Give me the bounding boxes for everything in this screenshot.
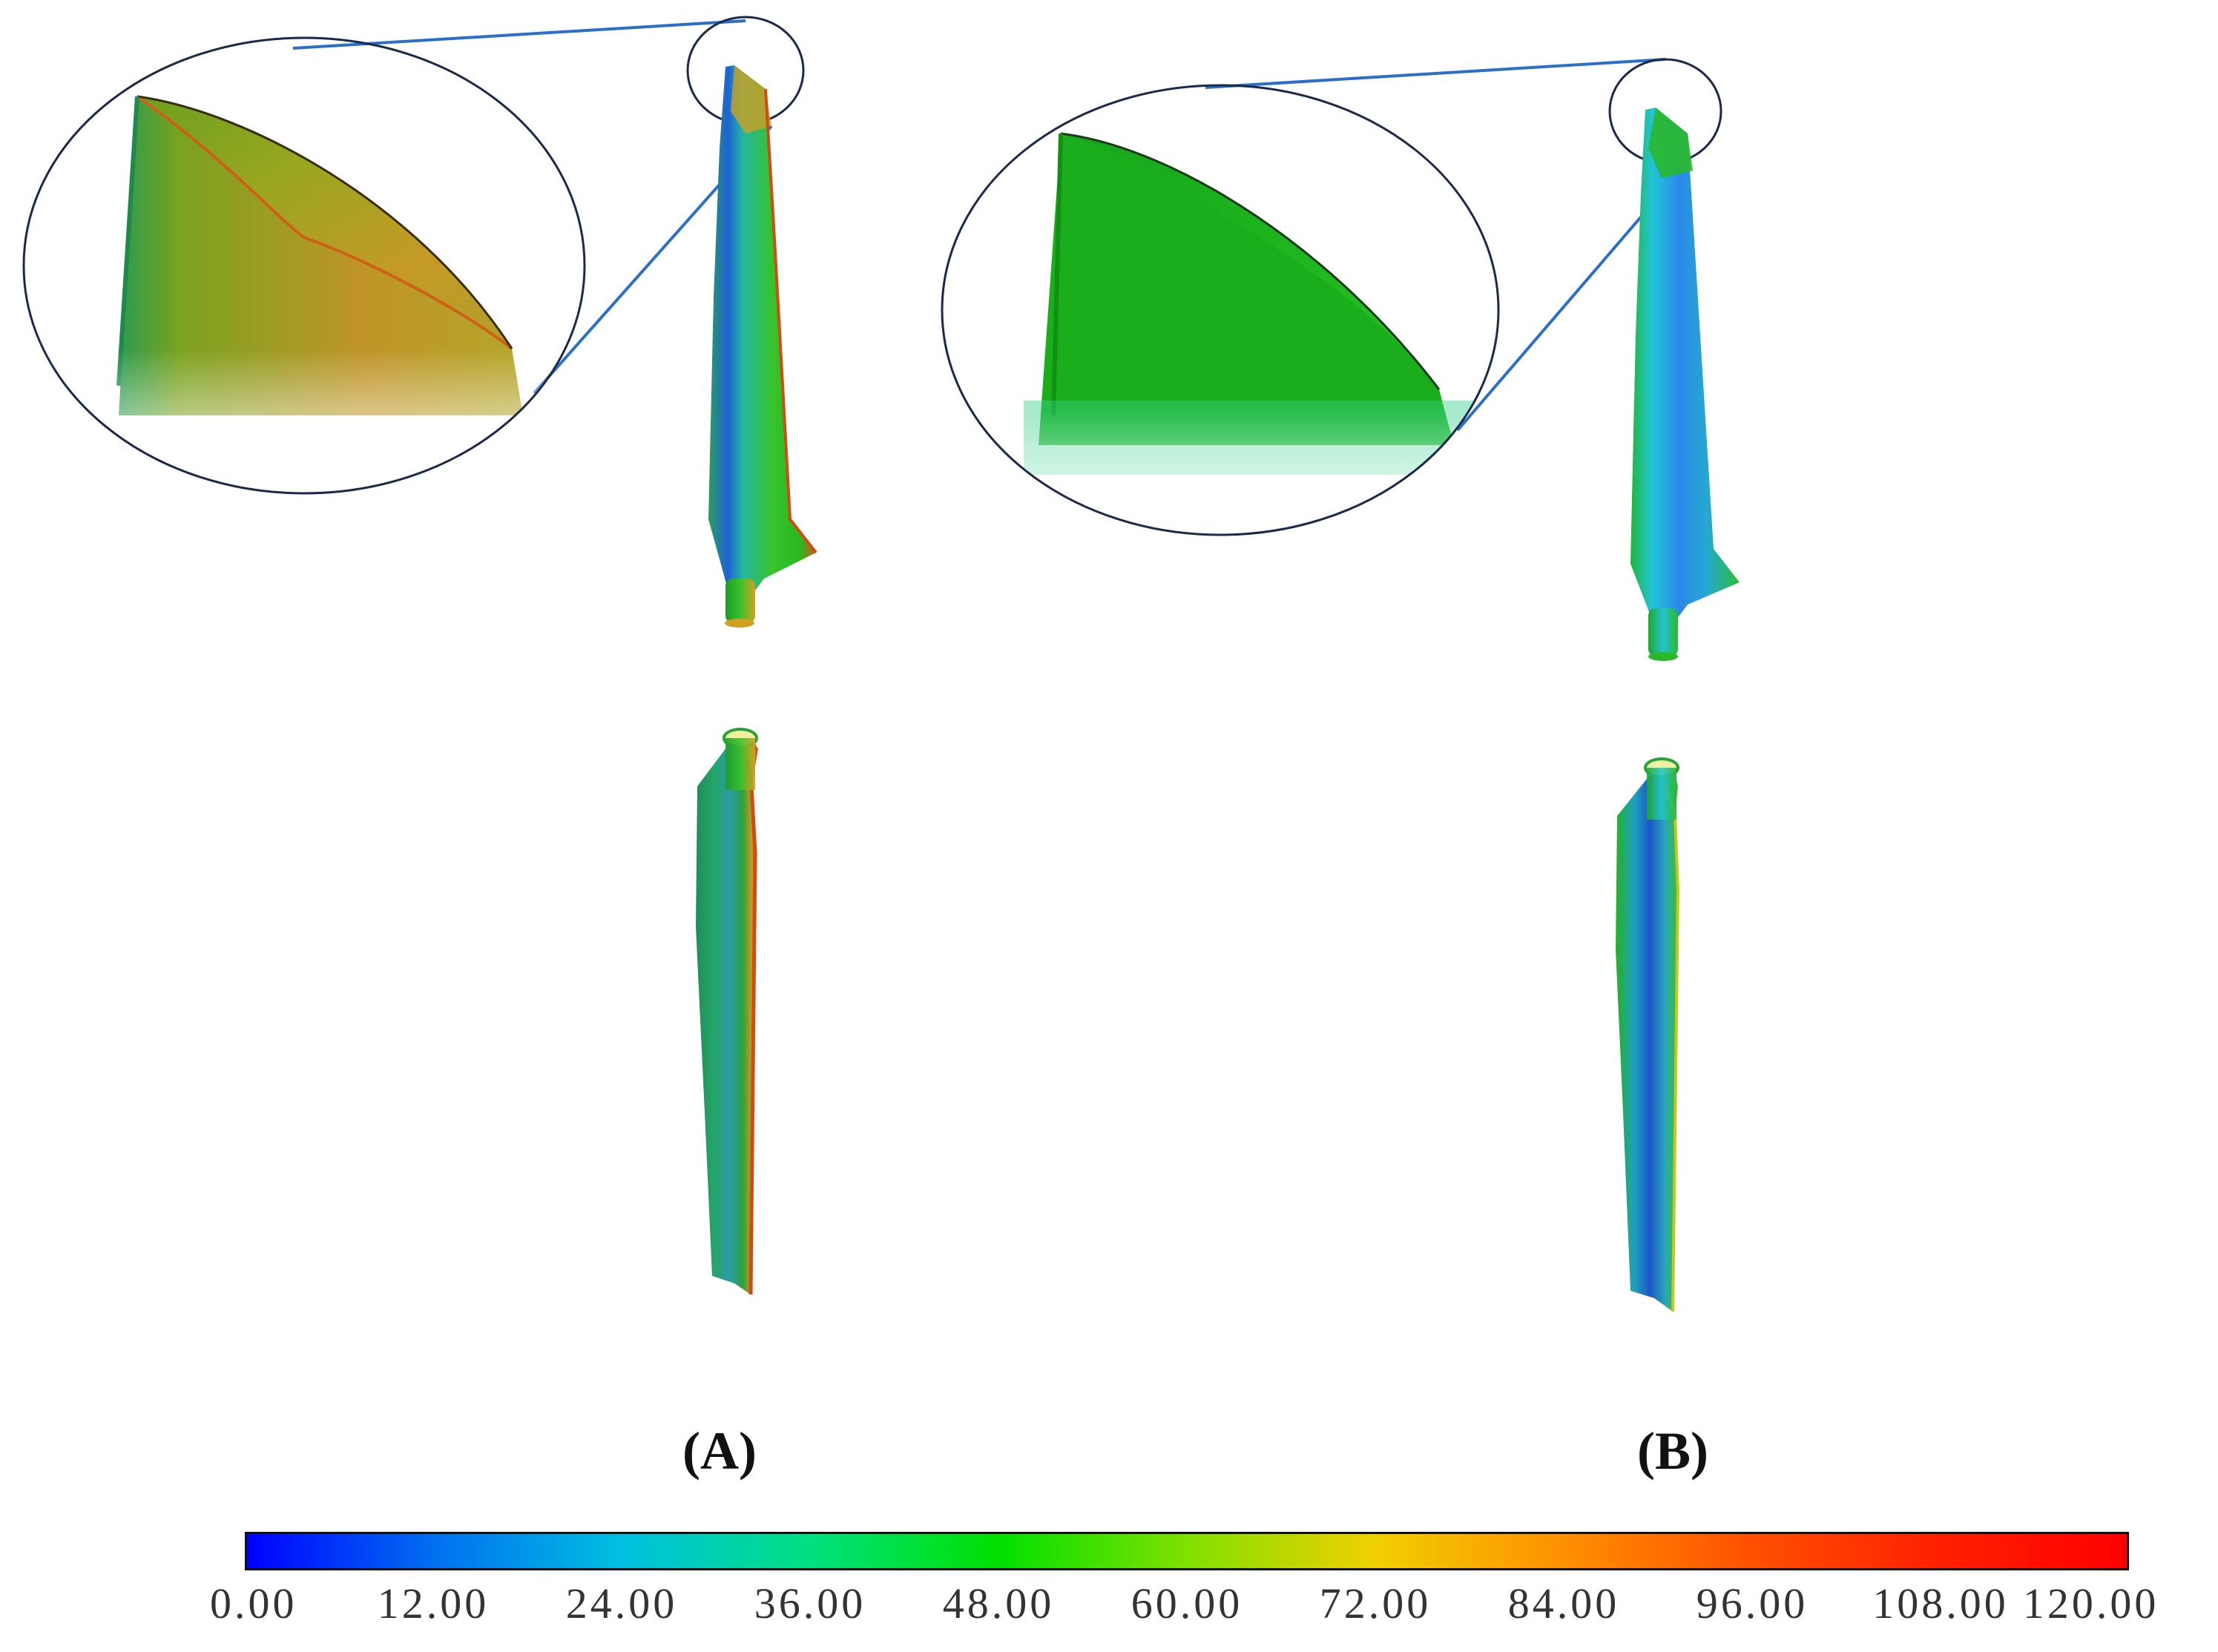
zoom-circle [941,84,1500,536]
colorbar-tick-label: 60.00 [1131,1579,1243,1628]
colorbar-tick-label: 0.00 [210,1579,297,1628]
colorbar-tick-label: 48.00 [942,1579,1055,1628]
colorbar-tick-label: 24.00 [565,1579,678,1628]
colorbar-tick-label: 108.00 [1872,1579,2009,1628]
blade-a-side [696,728,758,1295]
colorbar-tick-label: 120.00 [2022,1579,2159,1628]
colorbar-tick-label: 96.00 [1696,1579,1809,1628]
panel-label-b: (B) [1637,1421,1708,1481]
zoom-inset-a [22,36,586,495]
colorbar-tick-label: 72.00 [1319,1579,1432,1628]
blade-a-front [708,65,817,628]
zoom-connector-line [1205,58,1666,89]
zoom-connector-line [292,19,746,50]
panel-label-a: (A) [682,1421,757,1481]
zoom-inset-b [941,84,1500,536]
colorbar [245,1532,2129,1570]
colorbar-tick-label: 12.00 [377,1579,490,1628]
colorbar-tick-label: 84.00 [1507,1579,1620,1628]
blade-b-side [1616,757,1680,1312]
colorbar-tick-label: 36.00 [754,1579,866,1628]
zoom-circle [22,36,586,495]
blade-b-front [1630,108,1740,661]
